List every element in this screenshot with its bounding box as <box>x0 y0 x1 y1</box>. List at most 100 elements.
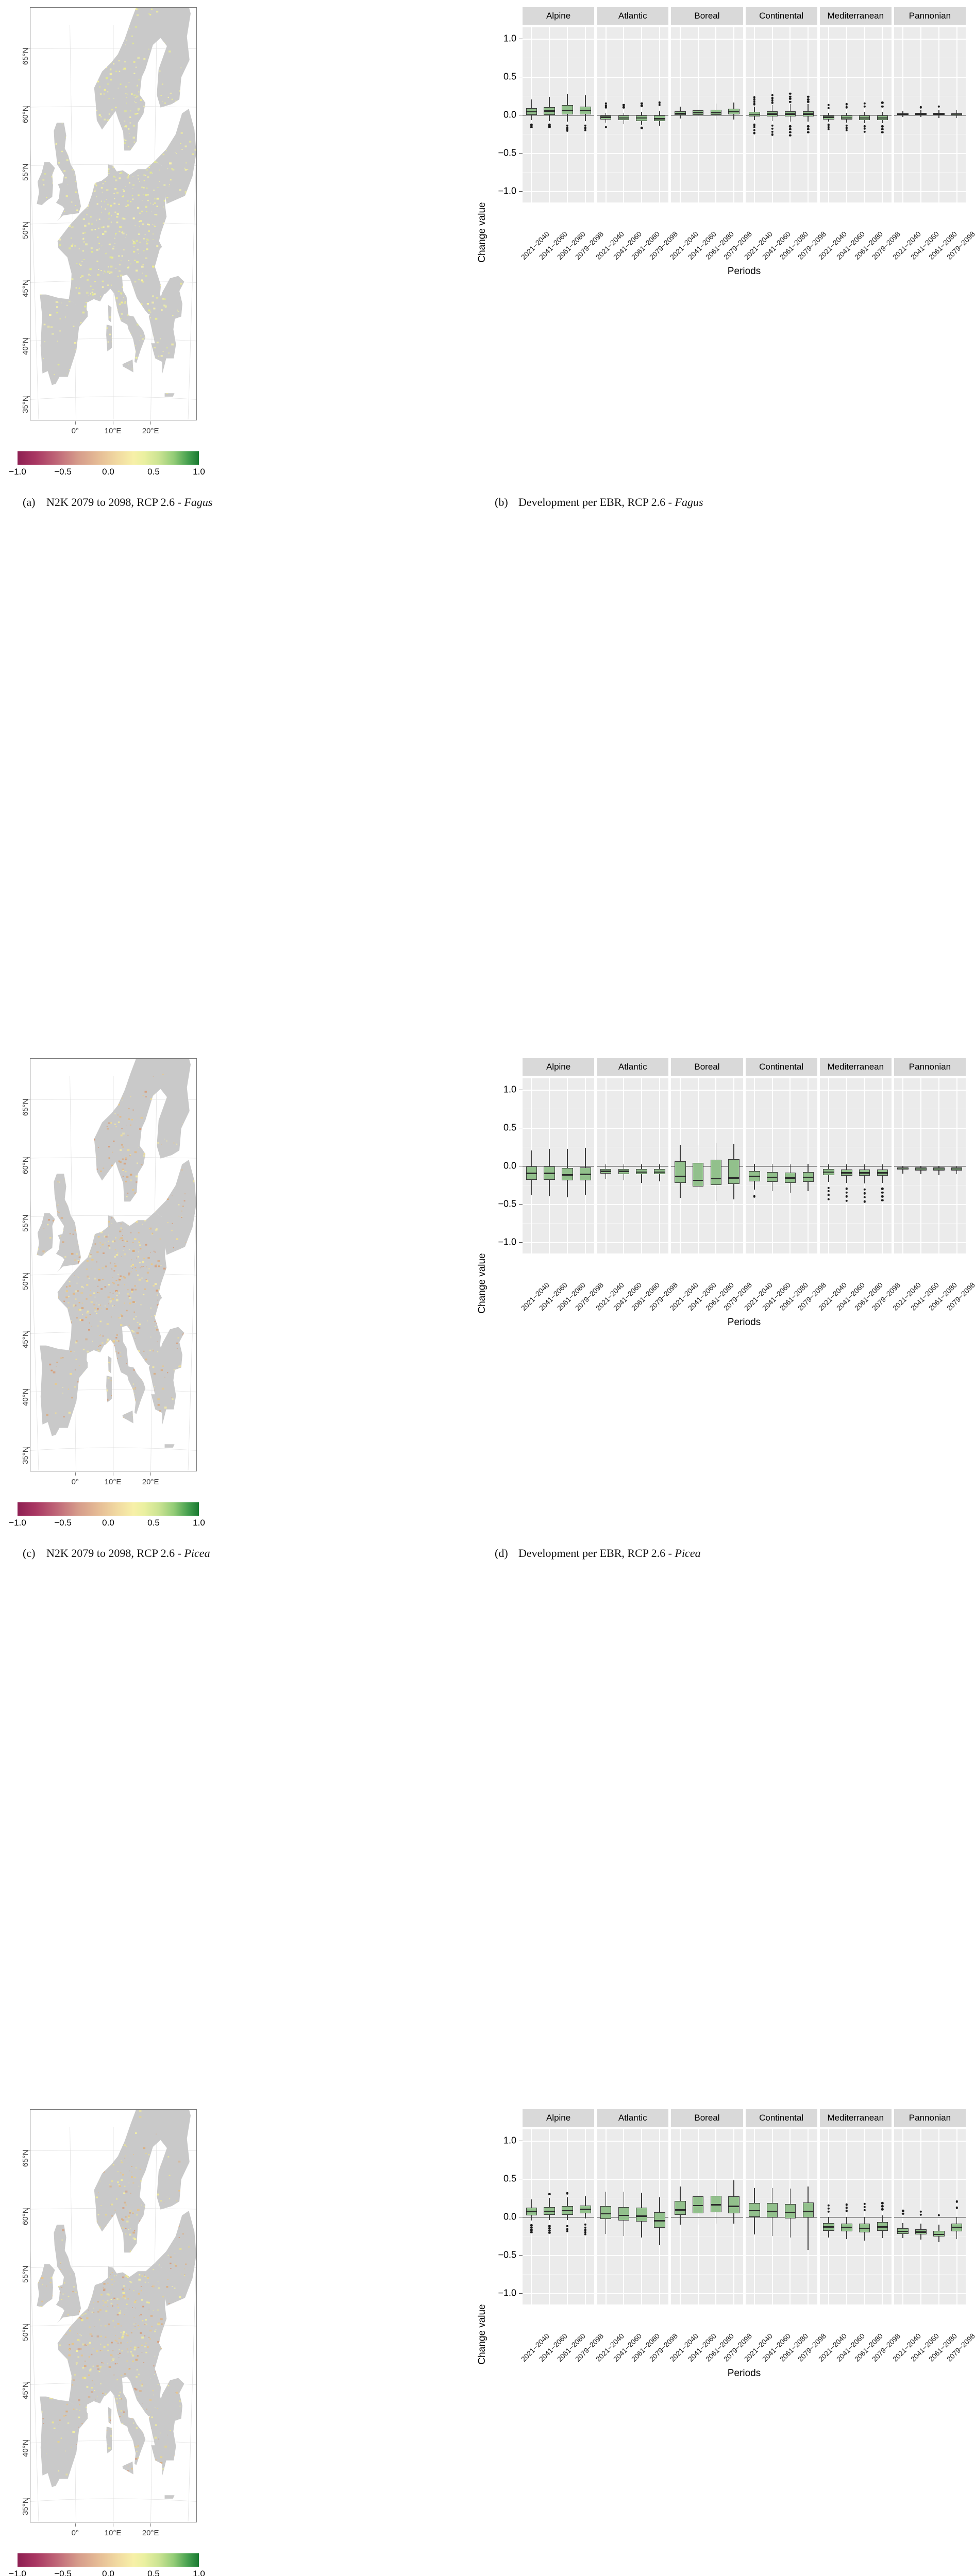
outlier-point <box>938 106 940 108</box>
y-gridline <box>671 2141 743 2142</box>
lon-tick-label: 20°E <box>142 2529 159 2537</box>
outlier-point <box>920 2213 922 2215</box>
outlier-point <box>604 103 607 105</box>
lon-tick-label: 20°E <box>142 1478 159 1486</box>
median-line <box>728 1177 739 1179</box>
caption-a-species: Fagus <box>184 496 212 509</box>
facet-strip-pannonian: Pannonian <box>894 1058 966 1076</box>
box <box>803 2202 814 2218</box>
outlier-point <box>828 2205 830 2207</box>
outlier-point <box>828 1194 830 1196</box>
outlier-point <box>846 1192 848 1194</box>
zero-reference-line <box>523 115 594 116</box>
median-line <box>728 2206 739 2207</box>
outlier-point <box>846 2204 848 2206</box>
box <box>675 2201 686 2215</box>
median-line <box>654 118 665 120</box>
y-gridline <box>820 1090 892 1091</box>
y-gridline <box>597 1204 668 1205</box>
y-gridline <box>671 77 743 78</box>
outlier-point <box>623 104 625 106</box>
colorbar-tick-label: −1.0 <box>9 467 26 477</box>
lat-tick-label: 65°N <box>22 2149 30 2167</box>
facet-strip-continental: Continental <box>746 7 817 25</box>
y-gridline <box>671 2293 743 2294</box>
colorbar-tick-label: 1.0 <box>193 1518 205 1528</box>
y-gridline <box>894 1242 966 1243</box>
lon-tick-mark <box>150 1472 151 1476</box>
y-gridline-minor <box>523 2274 594 2275</box>
caption-c: (c)N2K 2079 to 2098, RCP 2.6 - Picea <box>23 1547 210 1560</box>
y-gridline <box>820 2141 892 2142</box>
y-gridline <box>597 1128 668 1129</box>
y-tick-label: 0.0 <box>503 1161 516 1172</box>
y-gridline <box>523 2141 594 2142</box>
outlier-point <box>920 106 922 108</box>
y-gridline <box>523 1242 594 1243</box>
outlier-point <box>828 2208 830 2210</box>
y-tick-label: −0.5 <box>498 2249 516 2260</box>
outlier-point <box>938 2214 940 2216</box>
outlier-point <box>828 104 830 106</box>
box <box>636 2208 647 2222</box>
outlier-point <box>846 106 848 108</box>
y-gridline-minor <box>523 172 594 173</box>
median-line <box>841 2227 852 2228</box>
outlier-point <box>789 131 791 133</box>
median-line <box>693 2205 704 2207</box>
facet-boreal <box>671 27 743 202</box>
outlier-point <box>881 1199 883 1201</box>
outlier-point <box>881 131 883 133</box>
median-line <box>859 1172 870 1174</box>
y-gridline <box>523 153 594 154</box>
y-gridline <box>894 77 966 78</box>
outlier-point <box>530 126 532 128</box>
europe-map-e <box>30 2110 196 2522</box>
median-line <box>562 110 573 111</box>
outlier-point <box>530 2231 532 2233</box>
box <box>711 1160 722 1185</box>
median-line <box>693 1180 704 1181</box>
y-gridline <box>894 191 966 192</box>
facet-strip-alpine: Alpine <box>523 7 594 25</box>
y-tick-mark <box>519 2293 523 2294</box>
y-gridline <box>746 1128 817 1129</box>
y-gridline <box>746 191 817 192</box>
lat-tick-label: 35°N <box>22 396 30 413</box>
caption-d-text: Development per EBR, RCP 2.6 - <box>518 1547 675 1560</box>
facet-strip-boreal: Boreal <box>671 1058 743 1076</box>
y-tick-label: 1.0 <box>503 1084 516 1095</box>
lat-tick-label: 60°N <box>22 1157 30 1174</box>
colorbar-tick-label: 0.5 <box>147 1518 160 1528</box>
colorbar-tick-label: 0.0 <box>102 2569 114 2576</box>
lat-tick-label: 35°N <box>22 2498 30 2515</box>
y-gridline-minor <box>746 172 817 173</box>
y-gridline <box>746 2293 817 2294</box>
median-line <box>915 2231 927 2233</box>
outlier-point <box>881 128 883 130</box>
lat-tick-label: 50°N <box>22 222 30 239</box>
colorbar-tick-label: −1.0 <box>9 1518 26 1528</box>
median-line <box>767 113 778 115</box>
median-line <box>933 113 945 115</box>
facet-alpine <box>523 2129 594 2304</box>
y-gridline <box>820 2293 892 2294</box>
facet-strip-atlantic: Atlantic <box>597 7 668 25</box>
y-gridline <box>894 1090 966 1091</box>
outlier-point <box>846 2207 848 2209</box>
median-line <box>580 1174 591 1175</box>
outlier-point <box>623 106 625 108</box>
lat-tick-label: 55°N <box>22 164 30 181</box>
y-gridline-minor <box>671 172 743 173</box>
y-gridline <box>894 1204 966 1205</box>
y-gridline-minor <box>671 2274 743 2275</box>
y-gridline-minor <box>523 1223 594 1224</box>
y-gridline <box>597 77 668 78</box>
